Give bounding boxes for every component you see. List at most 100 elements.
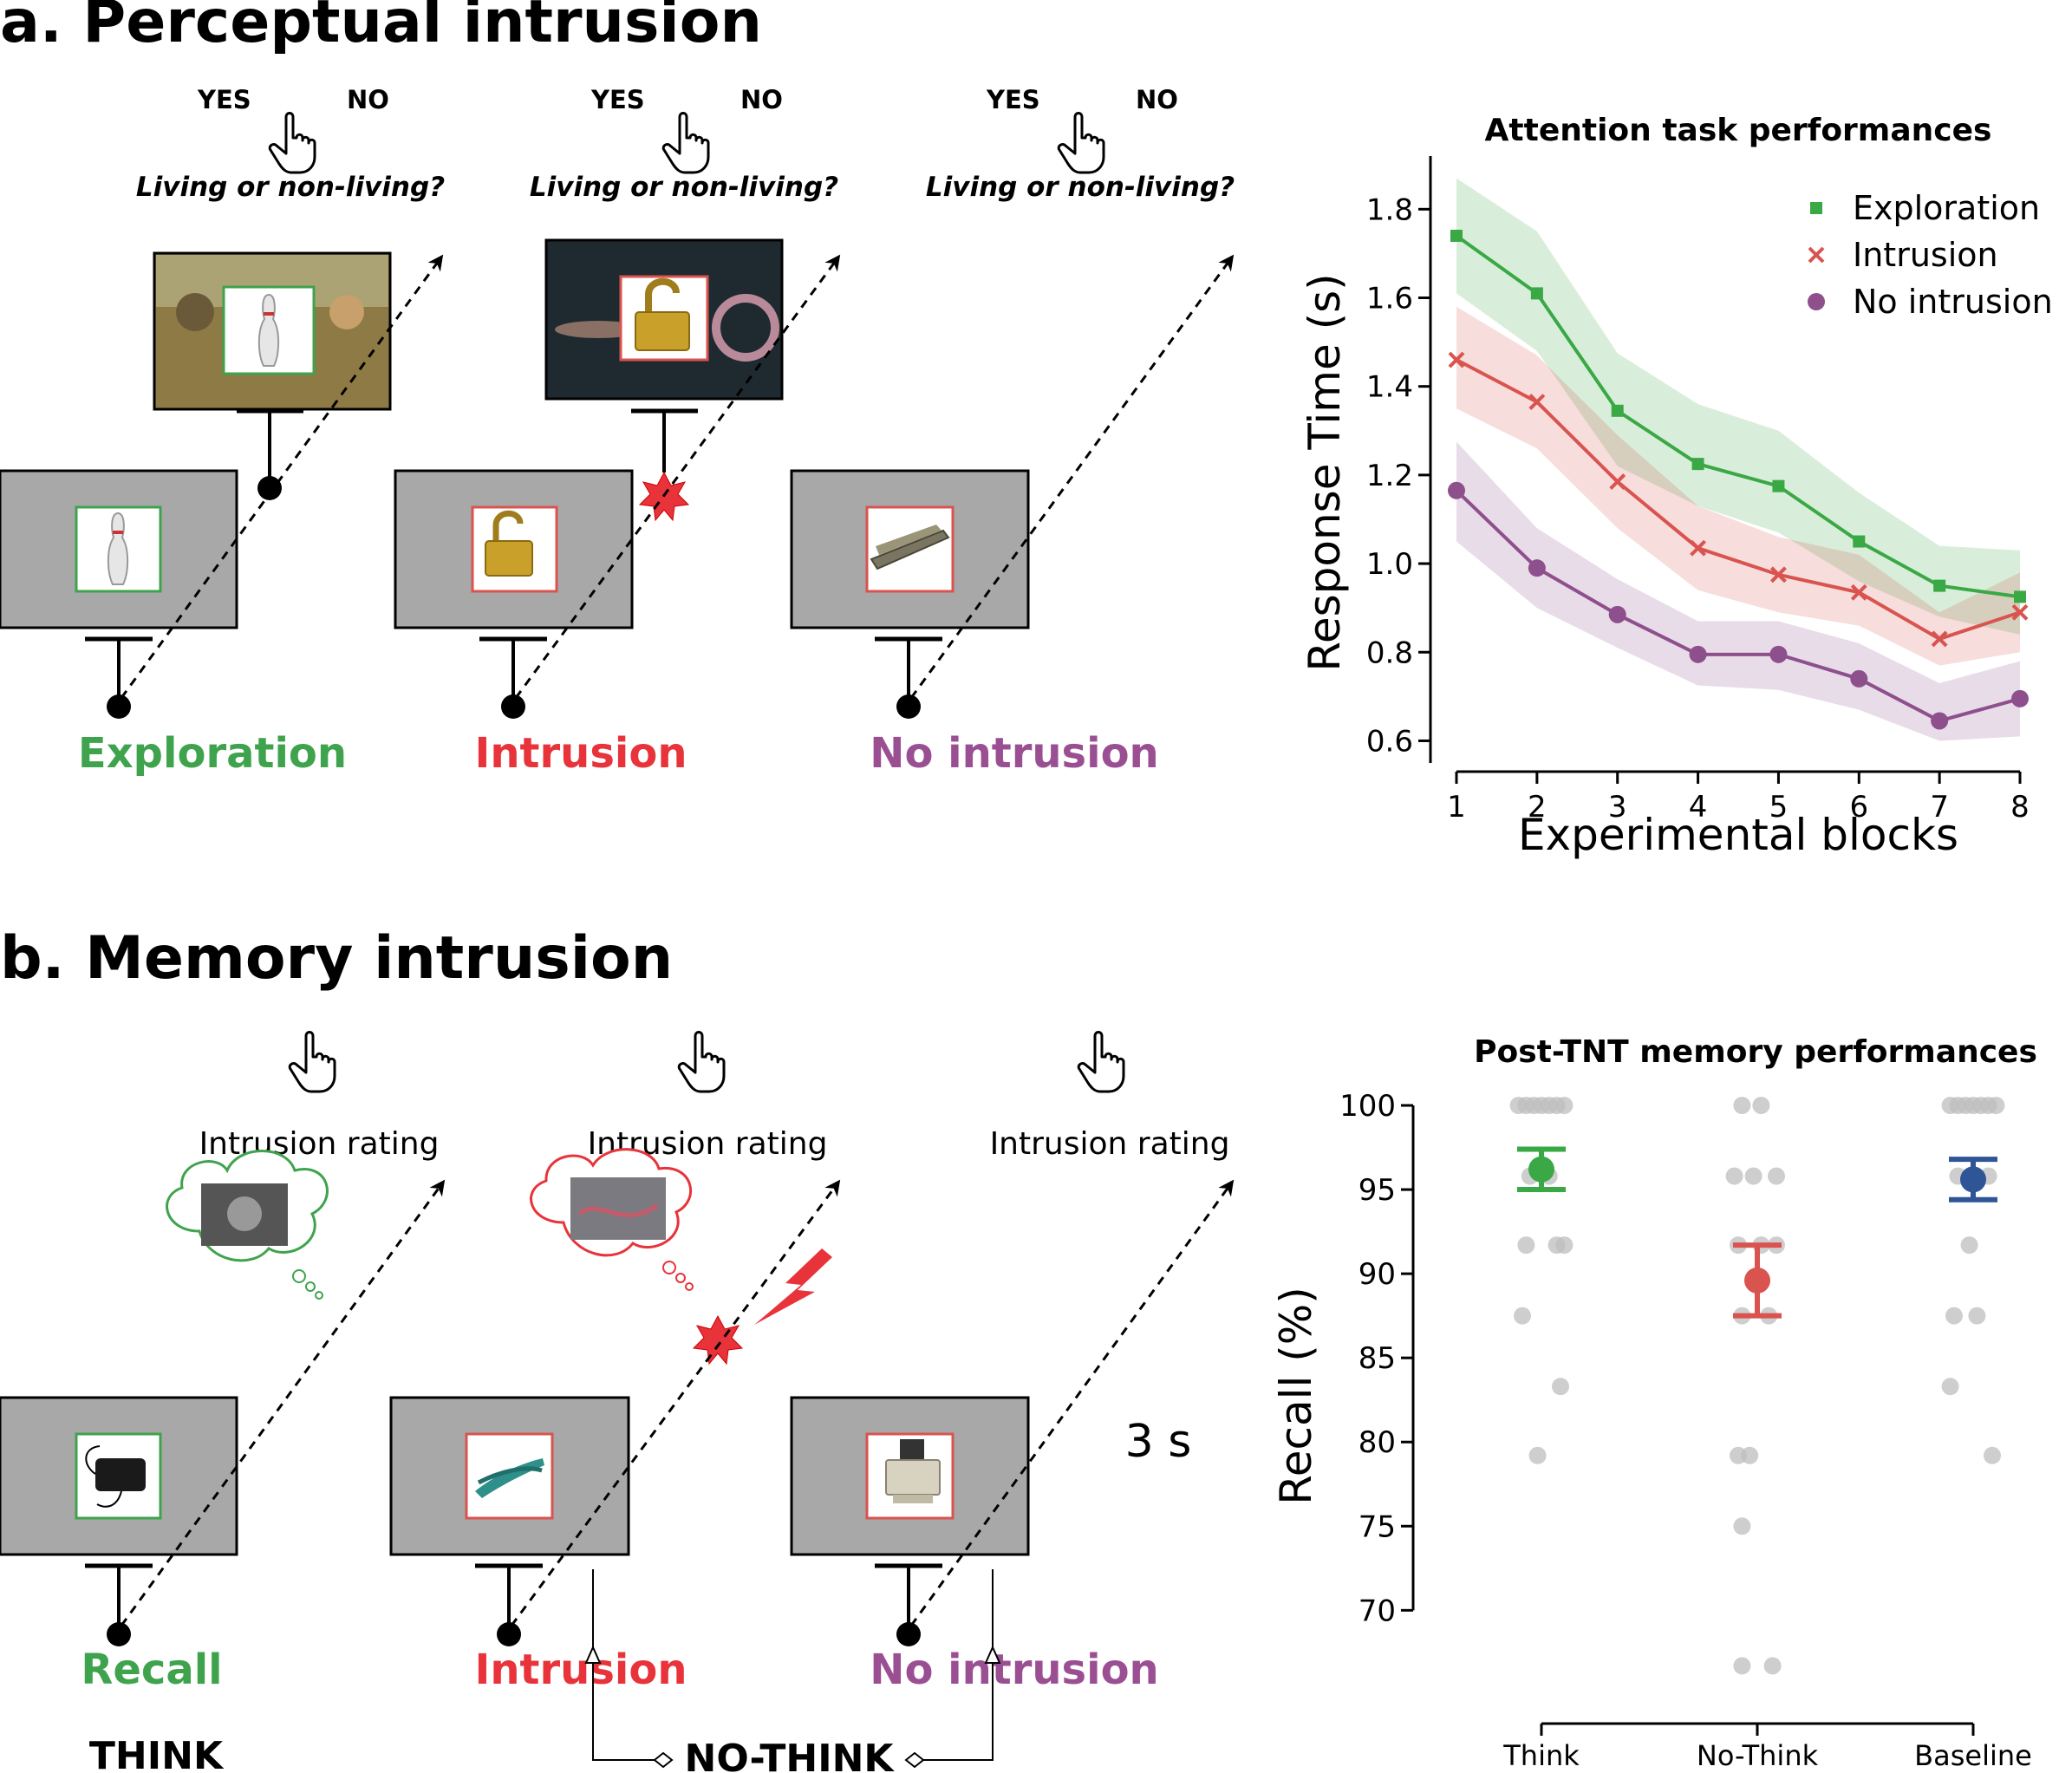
subject-point bbox=[1768, 1167, 1785, 1185]
data-point bbox=[1931, 712, 1949, 730]
data-point bbox=[1691, 458, 1704, 471]
y-axis-label: Response Time (s) bbox=[1300, 273, 1350, 671]
condition-label-no-intrusion: No intrusion bbox=[870, 729, 1158, 778]
series-line-2 bbox=[1455, 489, 2021, 723]
thought-cloud-icon bbox=[166, 1150, 329, 1300]
memory-chart: Post-TNT memory performances Recall (%) … bbox=[1271, 1034, 2037, 1772]
arrow-icon bbox=[909, 254, 1235, 699]
data-point bbox=[1609, 473, 1626, 490]
duration-label: 3 s bbox=[1125, 1416, 1192, 1468]
panel-a: a. Perceptual intrusion YES NO Living or… bbox=[0, 0, 1235, 778]
condition-label-recall: Recall bbox=[81, 1646, 222, 1694]
data-point bbox=[1448, 481, 1465, 499]
yes-label: YES bbox=[197, 85, 251, 114]
y-tick-label: 85 bbox=[1359, 1341, 1396, 1376]
legend-label: Exploration bbox=[1853, 189, 2040, 227]
yes-label: YES bbox=[986, 85, 1040, 114]
hard-drive-icon bbox=[85, 1445, 146, 1508]
subject-point bbox=[1960, 1236, 1978, 1255]
condition-no-intrusion: YES NO Living or non-living? No intrusio… bbox=[790, 85, 1235, 778]
x-tick-label: 6 bbox=[1849, 790, 1868, 825]
condition-label-no-intrusion-memory: No intrusion bbox=[870, 1646, 1158, 1694]
no-think-label: NO-THINK bbox=[685, 1737, 896, 1773]
data-point bbox=[1611, 404, 1624, 417]
subject-point bbox=[1968, 1307, 1986, 1325]
legend-label: No intrusion bbox=[1853, 283, 2053, 321]
data-point bbox=[1770, 566, 1787, 583]
ci-band-1 bbox=[1456, 306, 2020, 666]
no-think-bracket: NO-THINK bbox=[584, 1569, 1001, 1773]
legend-marker bbox=[1810, 202, 1822, 214]
hand-pointer-icon bbox=[1057, 112, 1105, 174]
ci-band-2 bbox=[1456, 441, 2020, 741]
arrow-icon bbox=[120, 1179, 446, 1626]
data-point bbox=[1853, 535, 1866, 548]
legend-marker bbox=[1808, 246, 1825, 264]
subject-point bbox=[1725, 1167, 1743, 1185]
series-line-0 bbox=[1455, 234, 2021, 599]
subject-point bbox=[1514, 1307, 1531, 1325]
mean-errorbar bbox=[1733, 1242, 1782, 1319]
x-tick-label: 3 bbox=[1608, 790, 1627, 825]
subject-point bbox=[1987, 1097, 2005, 1114]
hand-pointer-icon bbox=[1077, 1031, 1125, 1093]
subject-point bbox=[1741, 1446, 1759, 1464]
hand-pointer-icon bbox=[661, 112, 710, 174]
x-tick-label: 8 bbox=[2010, 790, 2030, 825]
data-point bbox=[1450, 229, 1463, 242]
y-tick-label: 1.2 bbox=[1366, 459, 1413, 493]
question-label: Living or non-living? bbox=[926, 172, 1235, 203]
data-point bbox=[1769, 645, 1788, 663]
y-tick-label: 90 bbox=[1359, 1257, 1396, 1292]
data-point bbox=[1530, 287, 1543, 300]
condition-intrusion-memory: Intrusion rating Intrusion bbox=[389, 1031, 841, 1694]
x-tick-label: 1 bbox=[1447, 790, 1466, 825]
hand-pointer-icon bbox=[268, 112, 316, 174]
padlock-icon bbox=[485, 510, 533, 577]
legend-marker bbox=[1808, 293, 1825, 310]
data-point bbox=[1931, 630, 1948, 648]
data-point bbox=[1772, 479, 1785, 492]
data-point bbox=[1608, 605, 1626, 623]
subject-point bbox=[1733, 1097, 1751, 1114]
x-tick-label: Baseline bbox=[1914, 1739, 2032, 1772]
subject-point bbox=[1763, 1657, 1782, 1675]
subject-point bbox=[1528, 1446, 1547, 1464]
condition-label-intrusion: Intrusion bbox=[475, 729, 687, 778]
chart-title: Attention task performances bbox=[1485, 113, 1992, 148]
data-point bbox=[1933, 579, 1946, 592]
subject-point bbox=[1733, 1657, 1751, 1675]
subject-point bbox=[1752, 1097, 1770, 1114]
subject-point bbox=[1733, 1517, 1751, 1535]
condition-no-intrusion-memory: Intrusion rating No intrusion 3 s bbox=[790, 1031, 1235, 1694]
hand-pointer-icon bbox=[288, 1031, 336, 1093]
subject-point bbox=[1744, 1167, 1763, 1185]
data-point bbox=[2014, 590, 2026, 603]
think-label: THINK bbox=[89, 1734, 225, 1773]
question-label: Living or non-living? bbox=[136, 172, 445, 203]
y-tick-label: 95 bbox=[1359, 1173, 1396, 1208]
condition-intrusion: YES NO Living or non-living? bbox=[394, 85, 841, 778]
y-tick-label: 0.8 bbox=[1366, 636, 1413, 670]
condition-label-intrusion-memory: Intrusion bbox=[475, 1646, 687, 1694]
rating-label: Intrusion rating bbox=[199, 1126, 440, 1162]
condition-label-exploration: Exploration bbox=[78, 729, 347, 778]
data-point bbox=[1850, 669, 1868, 688]
x-tick-label: 7 bbox=[1930, 790, 1949, 825]
y-tick-label: 80 bbox=[1359, 1425, 1396, 1460]
panel-a-title: a. Perceptual intrusion bbox=[0, 0, 762, 56]
legend-label: Intrusion bbox=[1853, 236, 1998, 274]
fax-machine-icon bbox=[885, 1439, 941, 1503]
subject-point bbox=[1555, 1097, 1574, 1114]
bowling-pin-icon bbox=[107, 512, 129, 585]
panel-b: b. Memory intrusion Intrusion rating bbox=[0, 924, 1235, 1773]
mean-errorbar bbox=[1949, 1157, 1997, 1203]
no-label: NO bbox=[347, 85, 389, 114]
subject-point bbox=[1517, 1236, 1535, 1255]
mean-errorbar bbox=[1517, 1146, 1566, 1193]
x-tick-label: 5 bbox=[1769, 790, 1789, 825]
data-point bbox=[1528, 394, 1546, 410]
stapler-icon bbox=[870, 525, 950, 570]
panel-b-title: b. Memory intrusion bbox=[0, 924, 673, 993]
data-point bbox=[1690, 539, 1706, 557]
